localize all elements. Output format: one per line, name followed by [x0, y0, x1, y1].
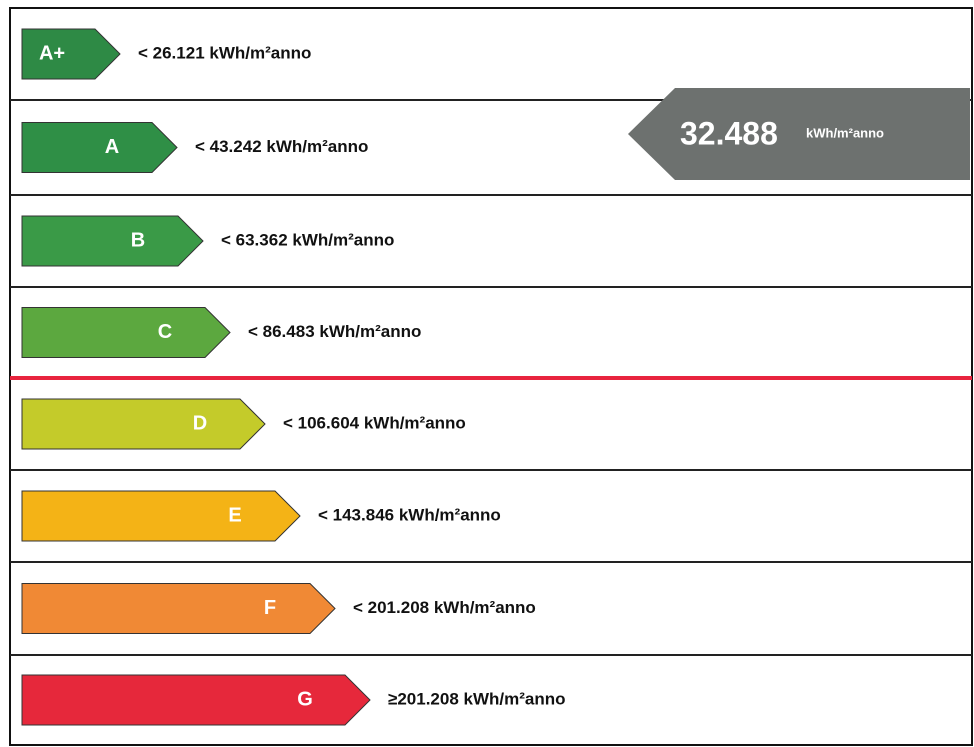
class-threshold: < 26.121 kWh/m²anno [138, 43, 311, 62]
class-letter: G [297, 688, 313, 710]
class-arrow [21, 215, 204, 267]
class-arrow [21, 122, 178, 173]
class-threshold: ≥201.208 kWh/m²anno [388, 689, 566, 708]
class-threshold: < 106.604 kWh/m²anno [283, 413, 466, 432]
class-letter: B [131, 229, 145, 251]
class-arrow [21, 490, 301, 542]
class-threshold: < 43.242 kWh/m²anno [195, 137, 368, 156]
class-threshold: < 86.483 kWh/m²anno [248, 322, 421, 341]
class-letter: A+ [39, 42, 65, 64]
class-arrow [21, 398, 266, 450]
class-letter: A [105, 136, 119, 158]
class-arrow [21, 583, 336, 634]
class-arrow [21, 28, 121, 80]
indicator-value: 32.488 [680, 115, 778, 151]
class-letter: E [228, 504, 241, 526]
class-threshold: < 201.208 kWh/m²anno [353, 598, 536, 617]
indicator-unit: kWh/m²anno [806, 125, 884, 140]
class-letter: D [193, 412, 207, 434]
class-letter: C [158, 321, 172, 343]
class-arrow [21, 674, 371, 726]
class-arrow [21, 307, 231, 358]
indicator-arrow [628, 88, 970, 180]
class-threshold: < 63.362 kWh/m²anno [221, 230, 394, 249]
class-letter: F [264, 597, 276, 619]
class-threshold: < 143.846 kWh/m²anno [318, 505, 501, 524]
